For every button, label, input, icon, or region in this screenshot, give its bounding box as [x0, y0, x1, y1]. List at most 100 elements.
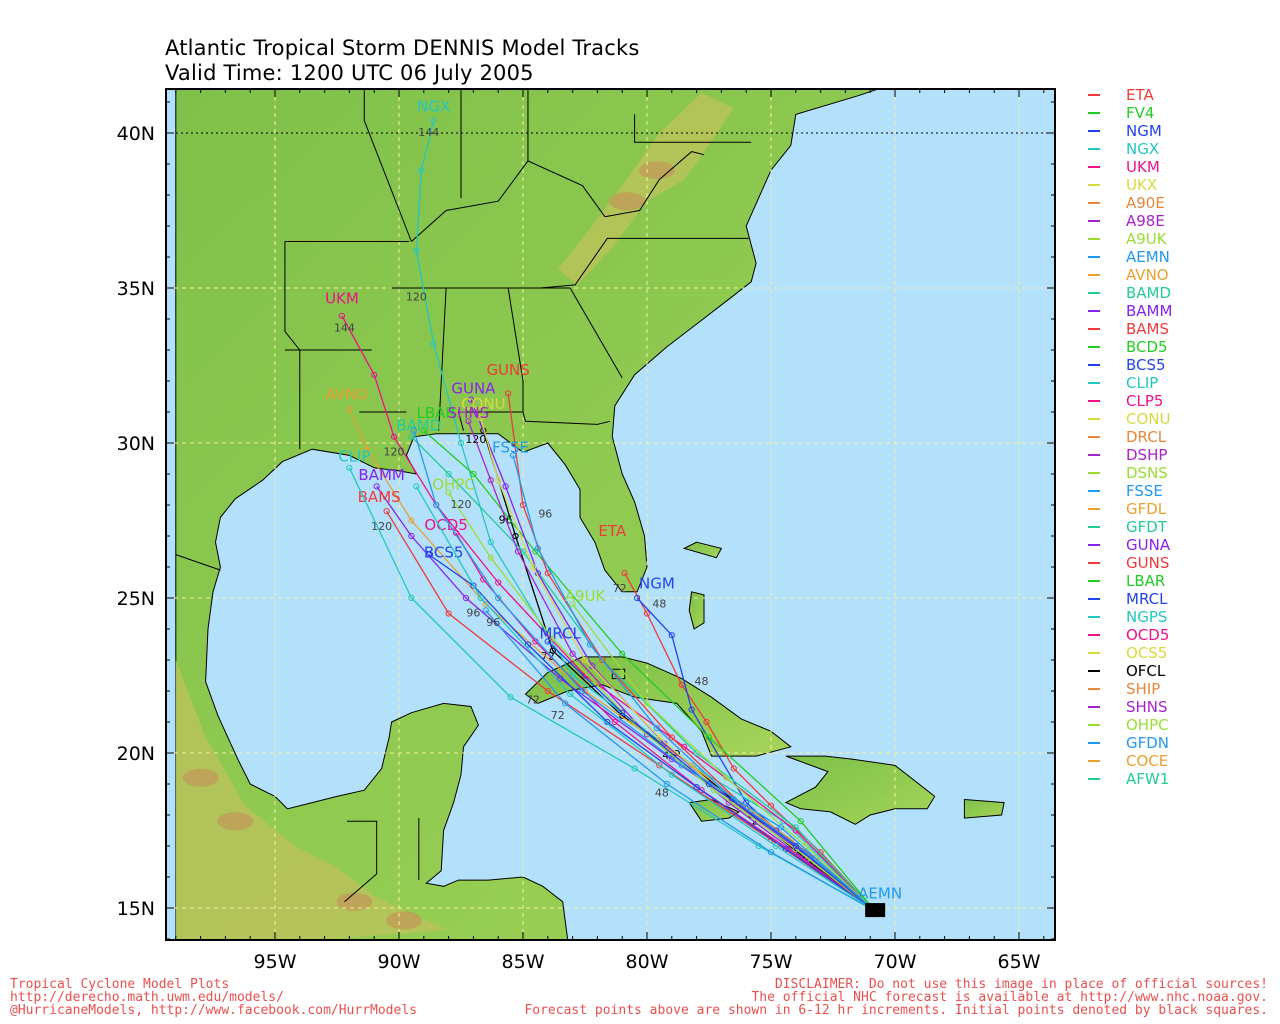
legend-swatch: [1088, 238, 1100, 240]
valid-time: Valid Time: 1200 UTC 06 July 2005: [165, 61, 534, 85]
track-end-label: SHNS: [448, 404, 490, 422]
legend-item-gfdl: GFDL: [1088, 500, 1172, 518]
track-end-label: BCS5: [424, 544, 464, 562]
track-end-label: AVNO: [326, 386, 369, 404]
legend-item-ofcl: OFCL: [1088, 662, 1172, 680]
track-end-label: CLIP: [338, 448, 370, 466]
lon-label: 90W: [378, 951, 421, 973]
legend-label: COCE: [1126, 752, 1169, 770]
forecast-point: [465, 418, 472, 425]
hour-label: 48: [655, 786, 669, 799]
track-end-label: GUNA: [451, 379, 496, 397]
footer-line: DISCLAIMER: Do not use this image in pla…: [774, 977, 1268, 992]
track-line: [415, 120, 876, 912]
lat-label: 25N: [117, 588, 155, 610]
track-end-label: NGX: [417, 97, 450, 115]
legend-swatch: [1088, 472, 1100, 474]
legend-swatch: [1088, 742, 1100, 744]
legend-swatch: [1088, 292, 1100, 294]
legend-swatch: [1088, 562, 1100, 564]
legend-swatch: [1088, 130, 1100, 132]
legend-label: FV4: [1126, 104, 1155, 122]
forecast-point: [619, 709, 626, 716]
track-line: [415, 486, 876, 912]
legend-swatch: [1088, 688, 1100, 690]
hour-label: 48: [695, 675, 709, 688]
legend-item-eta: ETA: [1088, 86, 1172, 104]
forecast-point: [413, 247, 420, 254]
forecast-point: [569, 601, 576, 608]
legend-swatch: [1088, 598, 1100, 600]
legend-label: CLIP: [1126, 374, 1159, 392]
legend-label: NGM: [1126, 122, 1162, 140]
legend-item-a9uk: A9UK: [1088, 230, 1172, 248]
legend-label: A98E: [1126, 212, 1165, 230]
hour-label: 96: [486, 616, 500, 629]
forecast-point: [512, 532, 519, 540]
legend-swatch: [1088, 508, 1100, 510]
forecast-point: [418, 167, 425, 174]
track-end-label: ETA: [598, 522, 626, 540]
legend-label: OCD5: [1126, 626, 1170, 644]
track-fsse: FSSE: [492, 438, 879, 915]
track-end-label: FSSE: [492, 438, 529, 456]
forecast-point: [656, 734, 663, 741]
legend-label: BAMD: [1126, 284, 1172, 302]
legend-label: ETA: [1126, 86, 1154, 104]
forecast-point: [619, 650, 626, 657]
track-end-label: UKM: [325, 290, 359, 308]
hour-label: 96: [466, 607, 480, 620]
forecast-point: [581, 656, 589, 664]
legend-item-ngps: NGPS: [1088, 608, 1172, 626]
legend-swatch: [1088, 220, 1100, 222]
legend-item-avno: AVNO: [1088, 266, 1172, 284]
legend-item-coce: COCE: [1088, 752, 1172, 770]
hour-label: 144: [334, 321, 355, 334]
track-end-label: OHPC: [432, 476, 475, 494]
track-end-label: CONU: [461, 395, 505, 413]
forecast-point: [544, 687, 551, 695]
map-title: Atlantic Tropical Storm DENNIS Model Tra…: [165, 36, 640, 60]
legend-item-dshp: DSHP: [1088, 446, 1172, 464]
legend-item-guns: GUNS: [1088, 554, 1172, 572]
lat-label: 20N: [117, 743, 155, 765]
forecast-point: [544, 570, 551, 577]
forecast-point: [482, 607, 489, 614]
forecast-point: [477, 415, 484, 422]
forecast-point: [495, 579, 502, 586]
legend-label: AEMN: [1126, 248, 1170, 266]
forecast-point: [524, 641, 532, 648]
legend-label: CONU: [1126, 410, 1171, 428]
forecast-point: [643, 610, 651, 617]
track-end-label: A9UK: [565, 587, 607, 605]
legend-label: GUNS: [1126, 554, 1170, 572]
legend-swatch: [1088, 724, 1100, 726]
legend-swatch: [1088, 436, 1100, 438]
legend-label: BAMM: [1126, 302, 1173, 320]
track-end-label: NGM: [639, 575, 675, 593]
legend-item-mrcl: MRCL: [1088, 590, 1172, 608]
forecast-point: [782, 846, 789, 853]
track-line: [423, 430, 876, 912]
legend-item-afw1: AFW1: [1088, 770, 1172, 788]
legend-item-dsns: DSNS: [1088, 464, 1172, 482]
forecast-point: [445, 610, 452, 617]
track-a9uk: A9UK: [565, 587, 879, 915]
track-line: [485, 609, 876, 912]
track-end-label: AEMN: [858, 885, 902, 903]
forecast-point: [792, 842, 799, 850]
legend-label: MRCL: [1126, 590, 1168, 608]
legend-item-bcs5: BCS5: [1088, 356, 1172, 374]
legend-swatch: [1088, 328, 1100, 330]
legend-swatch: [1088, 202, 1100, 204]
track-line: [572, 603, 876, 912]
axis-ticks: [166, 89, 1055, 940]
forecast-point: [509, 452, 517, 459]
forecast-point: [477, 594, 484, 602]
grid-lines: [166, 89, 1055, 940]
track-end-label: LBAR: [417, 404, 456, 422]
hour-label: 72: [613, 582, 627, 595]
legend-item-gfdn: GFDN: [1088, 734, 1172, 752]
hour-label: 48: [652, 597, 666, 610]
legend-swatch: [1088, 310, 1100, 312]
